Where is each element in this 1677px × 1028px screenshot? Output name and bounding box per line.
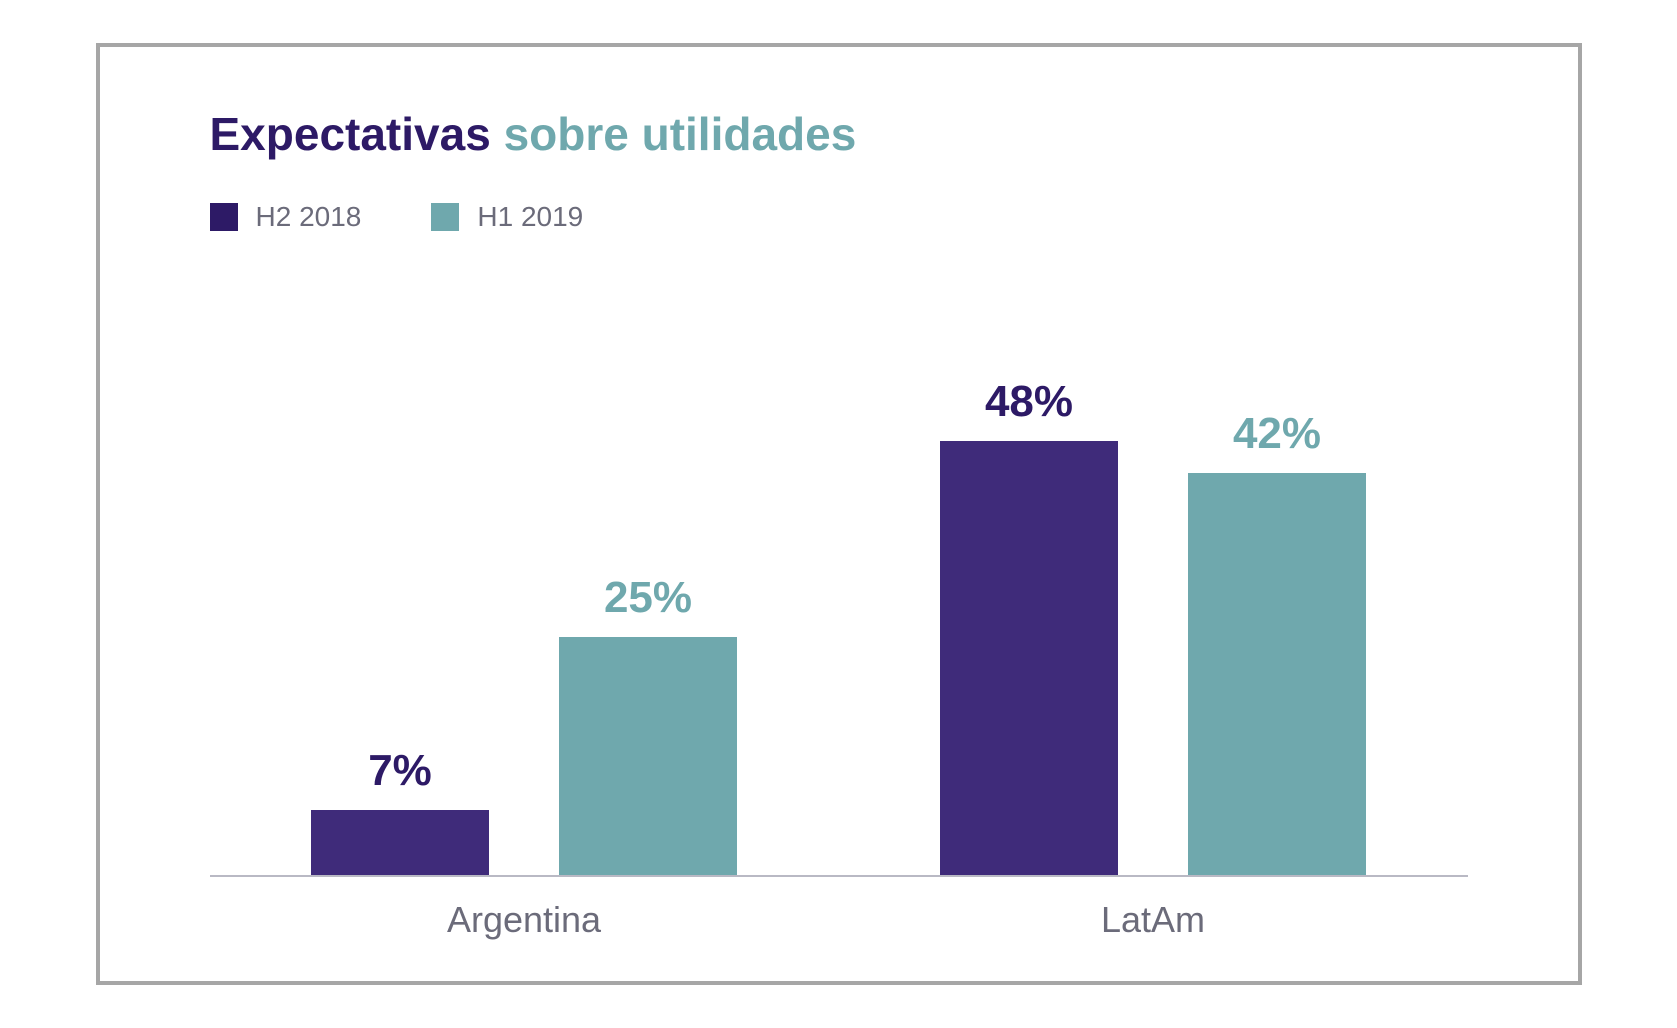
bar-argentina-h1-2019: 25%: [559, 377, 737, 877]
legend-swatch-1: [431, 203, 459, 231]
bar-latam-h2-2018: 48%: [940, 377, 1118, 877]
bar-latam-h1-2019: 42%: [1188, 377, 1366, 877]
plot-area: 7% 25% 48% 42%: [210, 377, 1468, 877]
title-light-part: sobre utilidades: [504, 108, 857, 160]
bar-value-argentina-h1-2019: 25%: [604, 573, 692, 623]
title-bold-part: Expectativas: [210, 108, 504, 160]
bar-rect-latam-h2-2018: [940, 441, 1118, 877]
bar-rect-argentina-h2-2018: [311, 810, 489, 877]
legend: H2 2018 H1 2019: [100, 161, 1578, 233]
chart-frame: Expectativas sobre utilidades H2 2018 H1…: [96, 43, 1582, 985]
legend-label-0: H2 2018: [256, 201, 362, 233]
legend-label-1: H1 2019: [477, 201, 583, 233]
bar-value-argentina-h2-2018: 7%: [368, 746, 432, 796]
chart-title: Expectativas sobre utilidades: [210, 107, 1578, 161]
category-label-latam: LatAm: [940, 899, 1366, 941]
group-argentina: 7% 25%: [311, 377, 737, 877]
category-labels: Argentina LatAm: [210, 899, 1468, 941]
group-latam: 48% 42%: [940, 377, 1366, 877]
bar-value-latam-h1-2019: 42%: [1233, 409, 1321, 459]
x-axis: [210, 875, 1468, 877]
legend-item-0: H2 2018: [210, 201, 362, 233]
title-container: Expectativas sobre utilidades: [100, 47, 1578, 161]
bar-rect-argentina-h1-2019: [559, 637, 737, 877]
bar-groups: 7% 25% 48% 42%: [210, 377, 1468, 877]
legend-swatch-0: [210, 203, 238, 231]
legend-item-1: H1 2019: [431, 201, 583, 233]
bar-rect-latam-h1-2019: [1188, 473, 1366, 877]
bar-value-latam-h2-2018: 48%: [985, 377, 1073, 427]
category-label-argentina: Argentina: [311, 899, 737, 941]
bar-argentina-h2-2018: 7%: [311, 377, 489, 877]
